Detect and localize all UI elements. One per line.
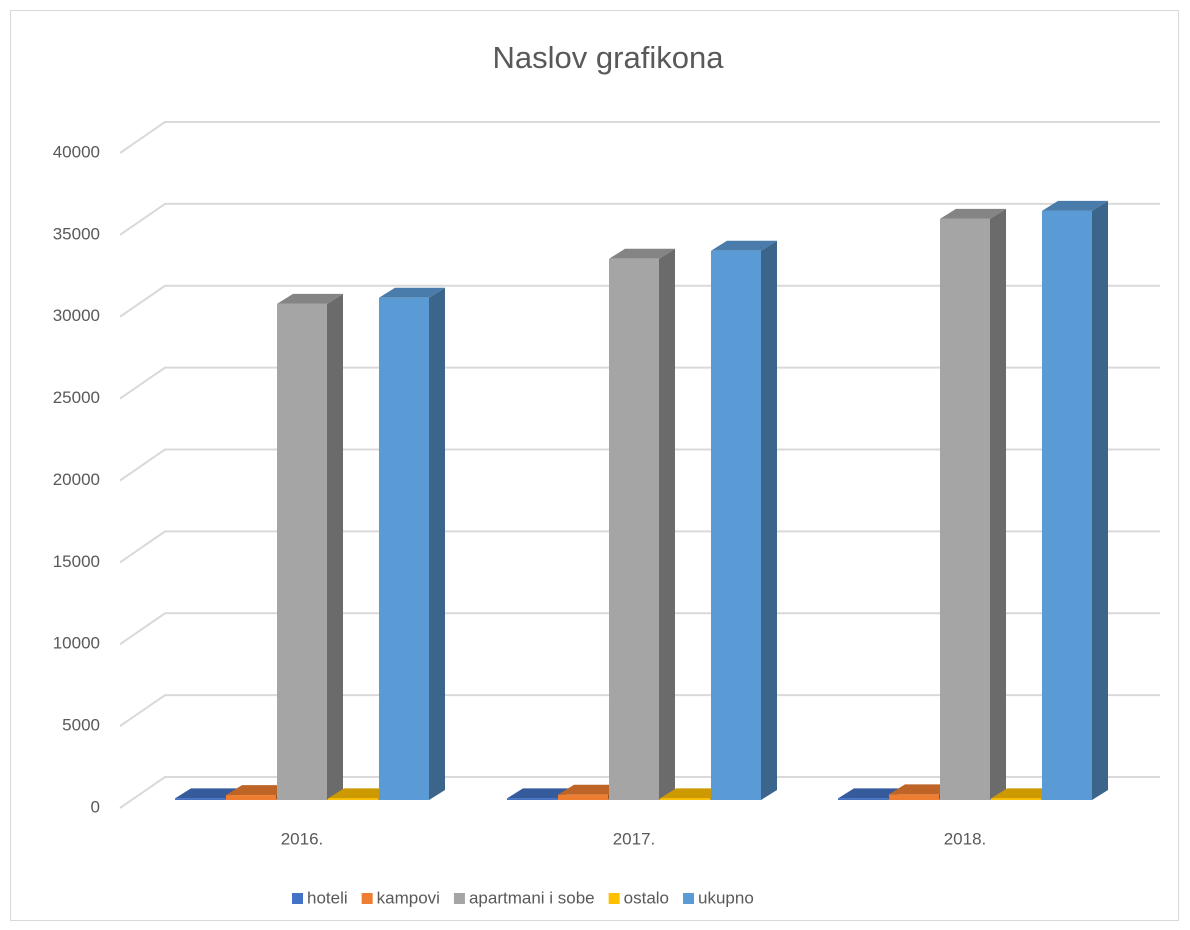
bar-top: [277, 293, 343, 304]
legend-label: kampovi: [377, 888, 440, 907]
y-tick-label: 0: [91, 797, 100, 816]
y-tick-label: 30000: [53, 306, 100, 325]
bar-front: [175, 798, 225, 800]
bar-top: [660, 788, 726, 799]
bar-top: [328, 788, 394, 799]
x-tick-label: 2016.: [281, 829, 324, 848]
bar-front: [940, 218, 990, 800]
bar-side: [327, 293, 343, 800]
bar-top: [507, 788, 573, 799]
bar-side: [429, 287, 445, 800]
bar-front: [277, 303, 327, 800]
bar: [609, 248, 675, 800]
bar-side: [990, 208, 1006, 800]
y-tick-label: 5000: [62, 716, 100, 735]
bar-front: [711, 250, 761, 801]
y-tick-label: 15000: [53, 552, 100, 571]
bar-top: [609, 248, 675, 259]
grid-line: [119, 776, 1160, 809]
bar-side: [1092, 200, 1108, 800]
legend-swatch: [292, 893, 303, 904]
bar-side: [761, 240, 777, 801]
x-tick-label: 2018.: [944, 829, 987, 848]
bar-top: [711, 240, 777, 251]
grid-line: [119, 284, 1160, 318]
y-tick-label: 20000: [53, 470, 100, 489]
legend-swatch: [683, 893, 695, 904]
bar-front: [1042, 210, 1092, 800]
bar-top: [991, 788, 1057, 799]
bar: [277, 293, 343, 800]
y-tick-label: 35000: [53, 224, 100, 243]
bar-front: [558, 794, 608, 800]
legend-label: hoteli: [307, 888, 348, 907]
grid-line: [119, 202, 1160, 236]
bar-front: [507, 798, 557, 800]
y-tick-label: 25000: [53, 388, 100, 407]
bar-top: [226, 785, 292, 796]
bar: [1042, 200, 1108, 800]
y-tick-label: 40000: [53, 142, 100, 161]
grid-line: [119, 366, 1160, 400]
legend-label: ostalo: [624, 888, 669, 907]
grid-line: [119, 121, 1160, 154]
legend-swatch: [453, 893, 465, 904]
grid-line: [119, 612, 1160, 646]
bar-front: [379, 297, 429, 800]
legend-swatch: [361, 893, 373, 904]
bar-top: [175, 788, 241, 799]
bar: [379, 287, 445, 800]
bar-front: [991, 798, 1041, 800]
bar-front: [226, 795, 276, 800]
bar-side: [659, 248, 675, 800]
bar-top: [379, 287, 445, 298]
bar-front: [889, 794, 939, 800]
grid-line: [119, 530, 1160, 564]
bar: [940, 208, 1006, 800]
bar: [711, 240, 777, 801]
y-tick-label: 10000: [53, 634, 100, 653]
bar-front: [660, 798, 710, 800]
grid-line: [119, 448, 1160, 482]
legend-label: apartmani i sobe: [469, 888, 595, 907]
bar-top: [940, 208, 1006, 219]
bar-top: [838, 788, 904, 799]
bar-top: [889, 784, 955, 795]
x-tick-label: 2017.: [613, 829, 656, 848]
bar-front: [838, 798, 888, 800]
bar-top: [1042, 200, 1108, 211]
chart-title: Naslov grafikona: [493, 40, 725, 75]
grid-line: [119, 694, 1160, 727]
bar-front: [328, 798, 378, 800]
legend-swatch: [608, 893, 620, 904]
legend-label: ukupno: [698, 888, 754, 907]
bar-front: [609, 258, 659, 800]
bar-top: [558, 784, 624, 795]
